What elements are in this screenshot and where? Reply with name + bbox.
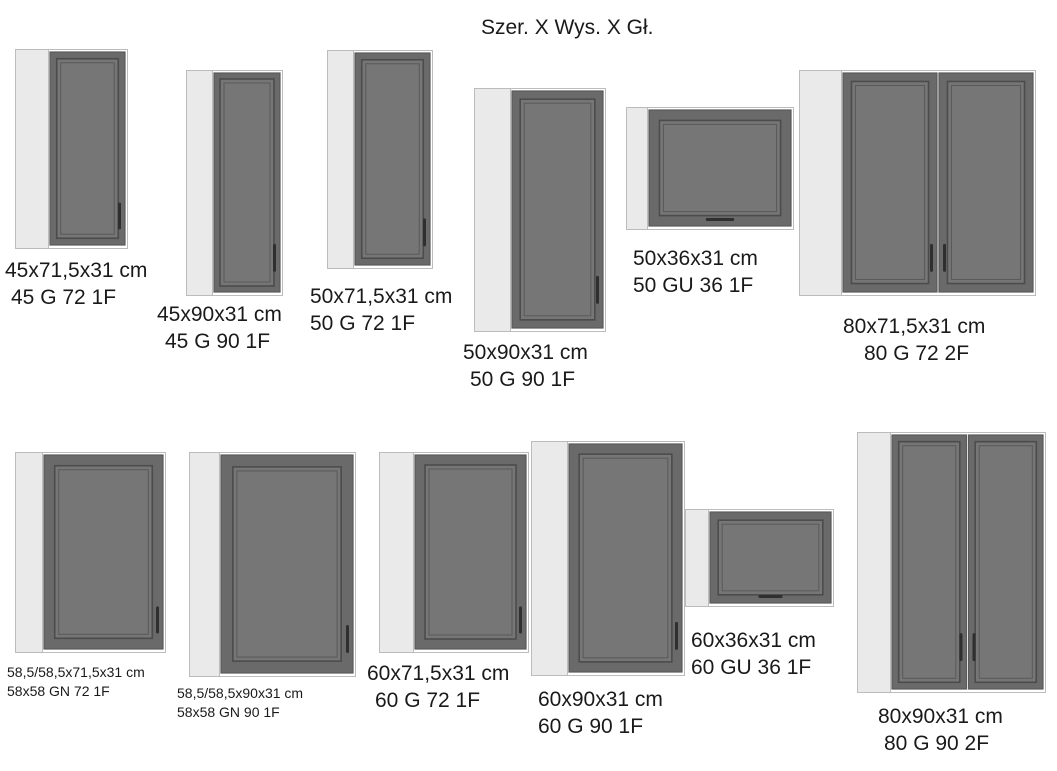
cabinet-code: 58x58 GN 90 1F — [177, 704, 280, 720]
cabinet-code: 58x58 GN 72 1F — [7, 683, 110, 699]
cabinet-label: 60x71,5x31 cm 60 G 72 1F — [367, 660, 509, 714]
cabinet-code: 60 G 90 1F — [538, 715, 644, 738]
cabinet-label: 80x71,5x31 cm 80 G 72 2F — [843, 313, 985, 367]
cabinet-label: 58,5/58,5x90x31 cm 58x58 GN 90 1F — [177, 684, 303, 722]
cabinet-image-60-g-90-1f — [531, 441, 685, 676]
cabinet-label: 50x36x31 cm 50 GU 36 1F — [633, 245, 758, 299]
cabinet-code: 60 GU 36 1F — [691, 656, 812, 679]
cabinet-image-80-g-90-2f — [857, 432, 1046, 693]
cabinet-label: 45x71,5x31 cm 45 G 72 1F — [5, 257, 147, 311]
cabinet-dimensions: 45x90x31 cm — [157, 303, 282, 326]
cabinet-code: 50 G 90 1F — [470, 368, 576, 391]
cabinet-dimensions: 80x90x31 cm — [878, 705, 1003, 728]
cabinet-dimensions: 45x71,5x31 cm — [5, 259, 148, 282]
cabinet-code: 80 G 90 2F — [884, 732, 990, 755]
cabinet-code: 80 G 72 2F — [864, 342, 970, 365]
cabinet-image-50-g-90-1f — [474, 88, 606, 332]
cabinet-dimensions: 60x36x31 cm — [691, 629, 816, 652]
cabinet-label: 60x90x31 cm 60 G 90 1F — [538, 686, 663, 740]
cabinet-dimensions: 50x90x31 cm — [463, 341, 588, 364]
cabinet-dimensions: 50x36x31 cm — [633, 247, 758, 270]
cabinet-dimensions: 60x90x31 cm — [538, 688, 663, 711]
cabinet-label: 50x90x31 cm 50 G 90 1F — [463, 339, 588, 393]
cabinet-image-58x58-gn-90-1f — [189, 452, 356, 677]
cabinet-image-80-g-72-2f — [799, 70, 1036, 296]
cabinet-dimensions: 58,5/58,5x90x31 cm — [177, 685, 304, 701]
cabinet-code: 45 G 90 1F — [165, 330, 271, 353]
cabinet-label: 60x36x31 cm 60 GU 36 1F — [691, 627, 816, 681]
cabinet-label: 45x90x31 cm 45 G 90 1F — [157, 301, 282, 355]
dimension-legend: Szer. X Wys. X Gł. — [481, 16, 654, 39]
cabinet-label: 50x71,5x31 cm 50 G 72 1F — [310, 283, 452, 337]
cabinet-code: 50 G 72 1F — [310, 312, 416, 335]
cabinet-code: 60 G 72 1F — [375, 689, 481, 712]
cabinet-image-60-gu-36-1f — [685, 509, 834, 607]
cabinet-image-50-gu-36-1f — [626, 107, 794, 230]
cabinet-code: 45 G 72 1F — [11, 286, 117, 309]
cabinet-image-60-g-72-1f — [379, 452, 529, 653]
cabinet-code: 50 GU 36 1F — [633, 274, 754, 297]
cabinet-image-58x58-gn-72-1f — [15, 452, 166, 653]
cabinet-label: 80x90x31 cm 80 G 90 2F — [878, 703, 1003, 757]
cabinet-image-45-g-72-1f — [15, 49, 128, 249]
cabinet-dimensions: 50x71,5x31 cm — [310, 285, 453, 308]
cabinet-image-50-g-72-1f — [327, 50, 433, 269]
cabinet-dimensions: 58,5/58,5x71,5x31 cm — [7, 664, 145, 680]
cabinet-label: 58,5/58,5x71,5x31 cm 58x58 GN 72 1F — [7, 663, 145, 701]
cabinet-image-45-g-90-1f — [186, 70, 283, 296]
cabinet-dimensions: 80x71,5x31 cm — [843, 315, 986, 338]
cabinet-dimensions: 60x71,5x31 cm — [367, 662, 510, 685]
